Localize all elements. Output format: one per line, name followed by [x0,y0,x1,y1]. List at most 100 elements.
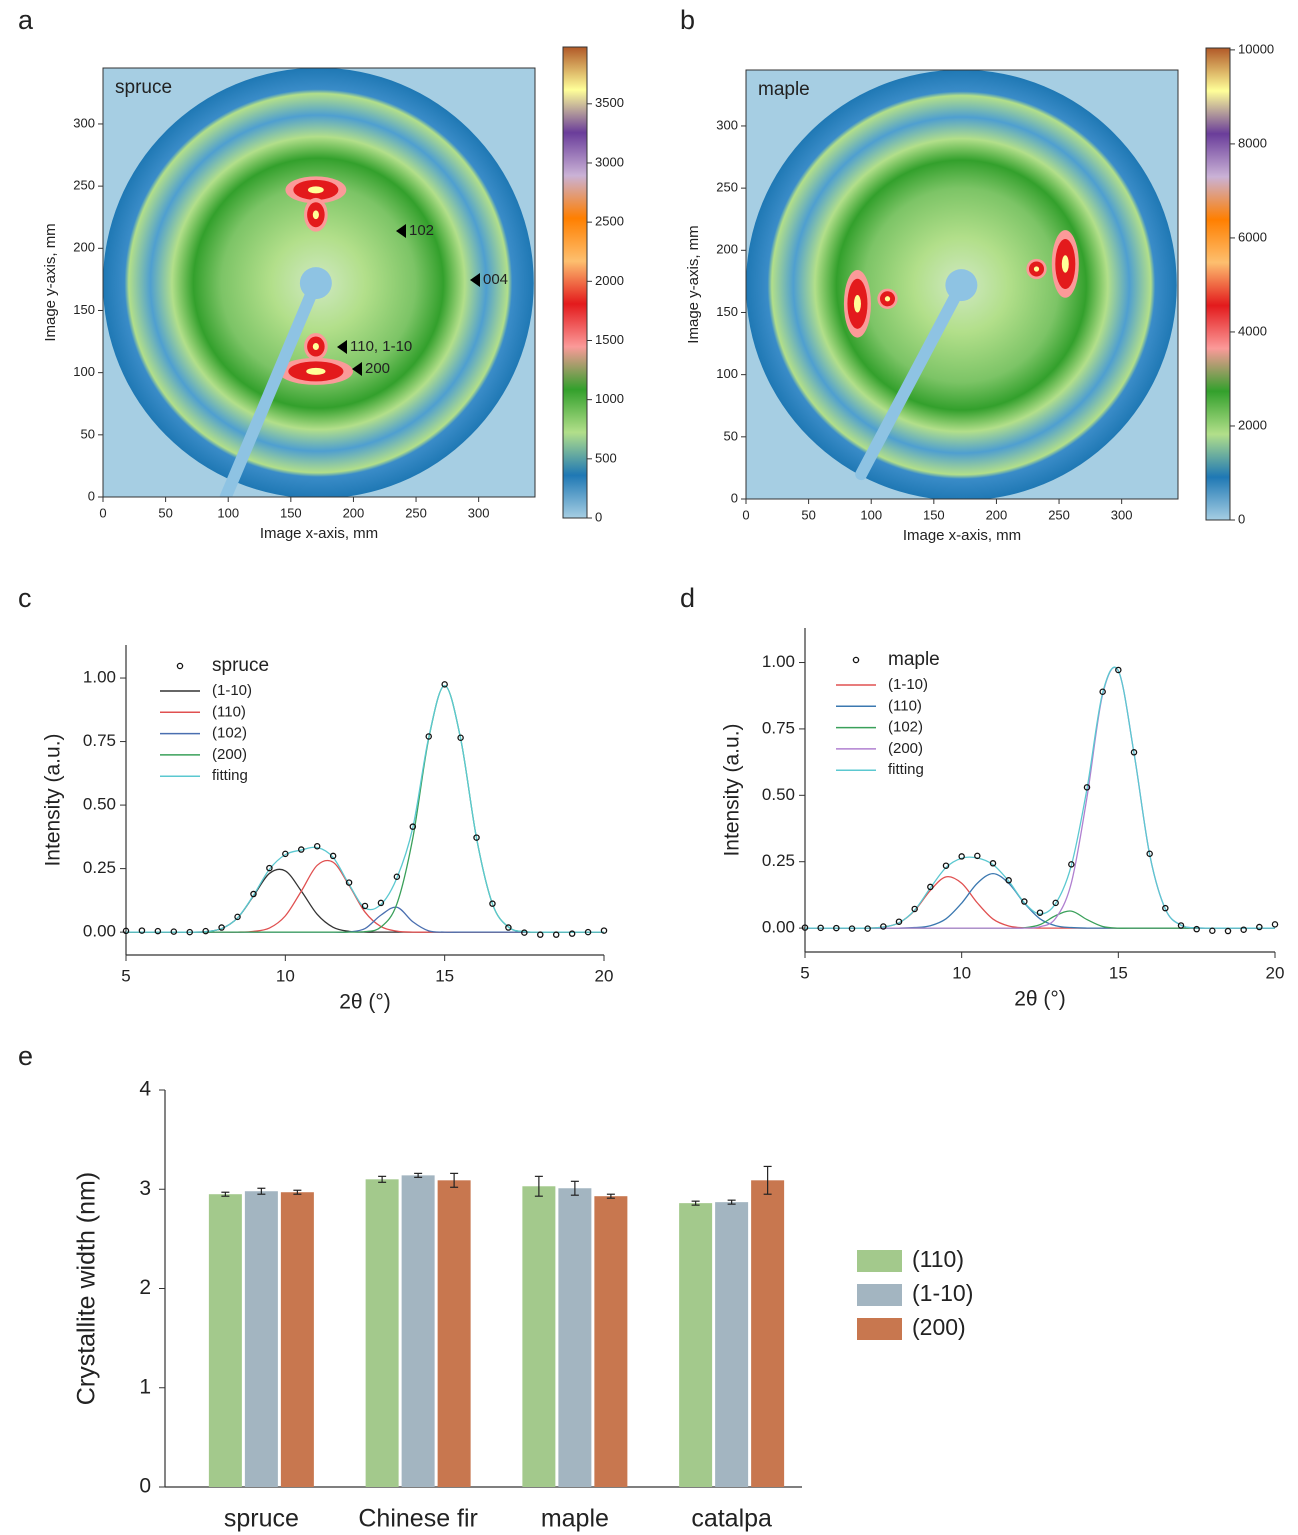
x-tick-label: 50 [801,507,815,522]
annotation: 110, 1-10 [350,338,412,355]
x-tick-label: 15 [1109,963,1128,982]
data-point [473,834,480,841]
y-tick-label: 1.00 [83,668,116,687]
colorbar-tick-label: 6000 [1238,229,1267,244]
reflection [312,210,319,220]
data-point [1130,749,1138,756]
data-point [521,929,528,936]
data-point [170,928,178,935]
annotation: 200 [365,360,390,377]
legend-marker [852,656,860,664]
colorbar [562,46,588,519]
y-tick-label: 0.75 [83,731,116,750]
y-axis-label: Intensity (a.u.) [721,723,744,856]
data-point [801,924,809,931]
x-tick-label: 10 [276,966,295,985]
reflection [307,186,324,194]
x-tick-label: 300 [468,505,490,520]
data-point [568,930,576,937]
colorbar-tick-label: 1000 [595,391,624,406]
curve [126,906,604,933]
y-tick-label: 300 [73,115,95,130]
data-point [425,733,432,740]
x-axis-label: 2θ (°) [1014,988,1066,1011]
error-bar [293,1189,302,1195]
data-point [1021,898,1028,905]
colorbar-tick-label: 3500 [595,95,624,110]
error-bar [450,1172,459,1188]
y-tick-label: 250 [716,180,738,195]
data-point [1099,688,1106,695]
category-label: catalpa [691,1505,772,1533]
data-point [186,928,193,936]
legend-swatch [857,1250,902,1272]
curve [804,666,1275,929]
y-tick-label: 0 [88,488,95,503]
x-tick-label: 150 [280,505,302,520]
legend-label: (102) [212,725,247,742]
data-point [895,918,903,925]
y-tick-label: 100 [73,364,95,379]
colorbar-tick-label: 1500 [595,332,624,347]
curve [804,873,1275,929]
colorbar-tick-label: 2500 [595,214,624,229]
legend-label: (1-10) [888,676,928,693]
data-point [600,927,608,934]
data-point [329,852,337,860]
data-point [282,850,289,858]
error-bar [534,1175,543,1197]
legend-label: (1-10) [912,1280,973,1306]
y-axis-label: Intensity (a.u.) [42,733,65,866]
x-axis-label: 2θ (°) [339,991,391,1014]
x-tick-label: 150 [923,507,945,522]
colorbar-tick-label: 0 [595,509,602,524]
data-point [1177,922,1185,929]
beam-stop [299,267,332,300]
bar [679,1203,713,1487]
error-bar [257,1187,266,1195]
y-tick-label: 100 [716,366,738,381]
y-tick-label: 150 [716,304,738,319]
data-point [234,913,241,921]
data-point [298,846,305,853]
plot-frame [745,69,1179,500]
y-tick-label: 50 [81,426,95,441]
y-axis-label: Image y-axis, mm [42,223,59,341]
error-bar [727,1199,736,1205]
beam-stop [219,277,322,497]
legend-label: (102) [888,719,923,736]
legend-label: (110) [212,703,246,720]
x-tick-label: 10 [952,963,971,982]
y-axis-label: Image y-axis, mm [685,225,702,343]
legend-label: (110) [888,697,922,714]
category-label: Chinese fir [358,1505,478,1533]
data-point [1115,666,1122,674]
reflection [1033,266,1040,272]
error-bar [414,1172,423,1178]
y-tick-label: 0.25 [762,851,795,870]
x-tick-label: 5 [121,966,130,985]
data-point [1146,850,1153,857]
colorbar-tick-label: 2000 [595,273,624,288]
plot-frame [102,67,536,498]
data-point [833,924,840,932]
y-tick-label: 3 [139,1177,151,1200]
legend-label: fitting [212,767,248,784]
error-bar [221,1191,230,1197]
colorbar-tick-label: 3000 [595,154,624,169]
error-bar [570,1180,579,1196]
x-tick-label: 200 [343,505,365,520]
y-tick-label: 0.25 [83,858,116,877]
data-point [958,853,965,860]
data-point [974,852,981,860]
annotation-arrow [470,273,480,287]
bar [558,1188,592,1487]
x-tick-label: 0 [99,505,106,520]
data-point [250,890,257,898]
panel-letter: e [18,1041,33,1071]
curve [804,875,1275,929]
data-point [266,864,273,872]
x-tick-label: 5 [800,963,809,982]
legend-swatch [857,1318,902,1340]
